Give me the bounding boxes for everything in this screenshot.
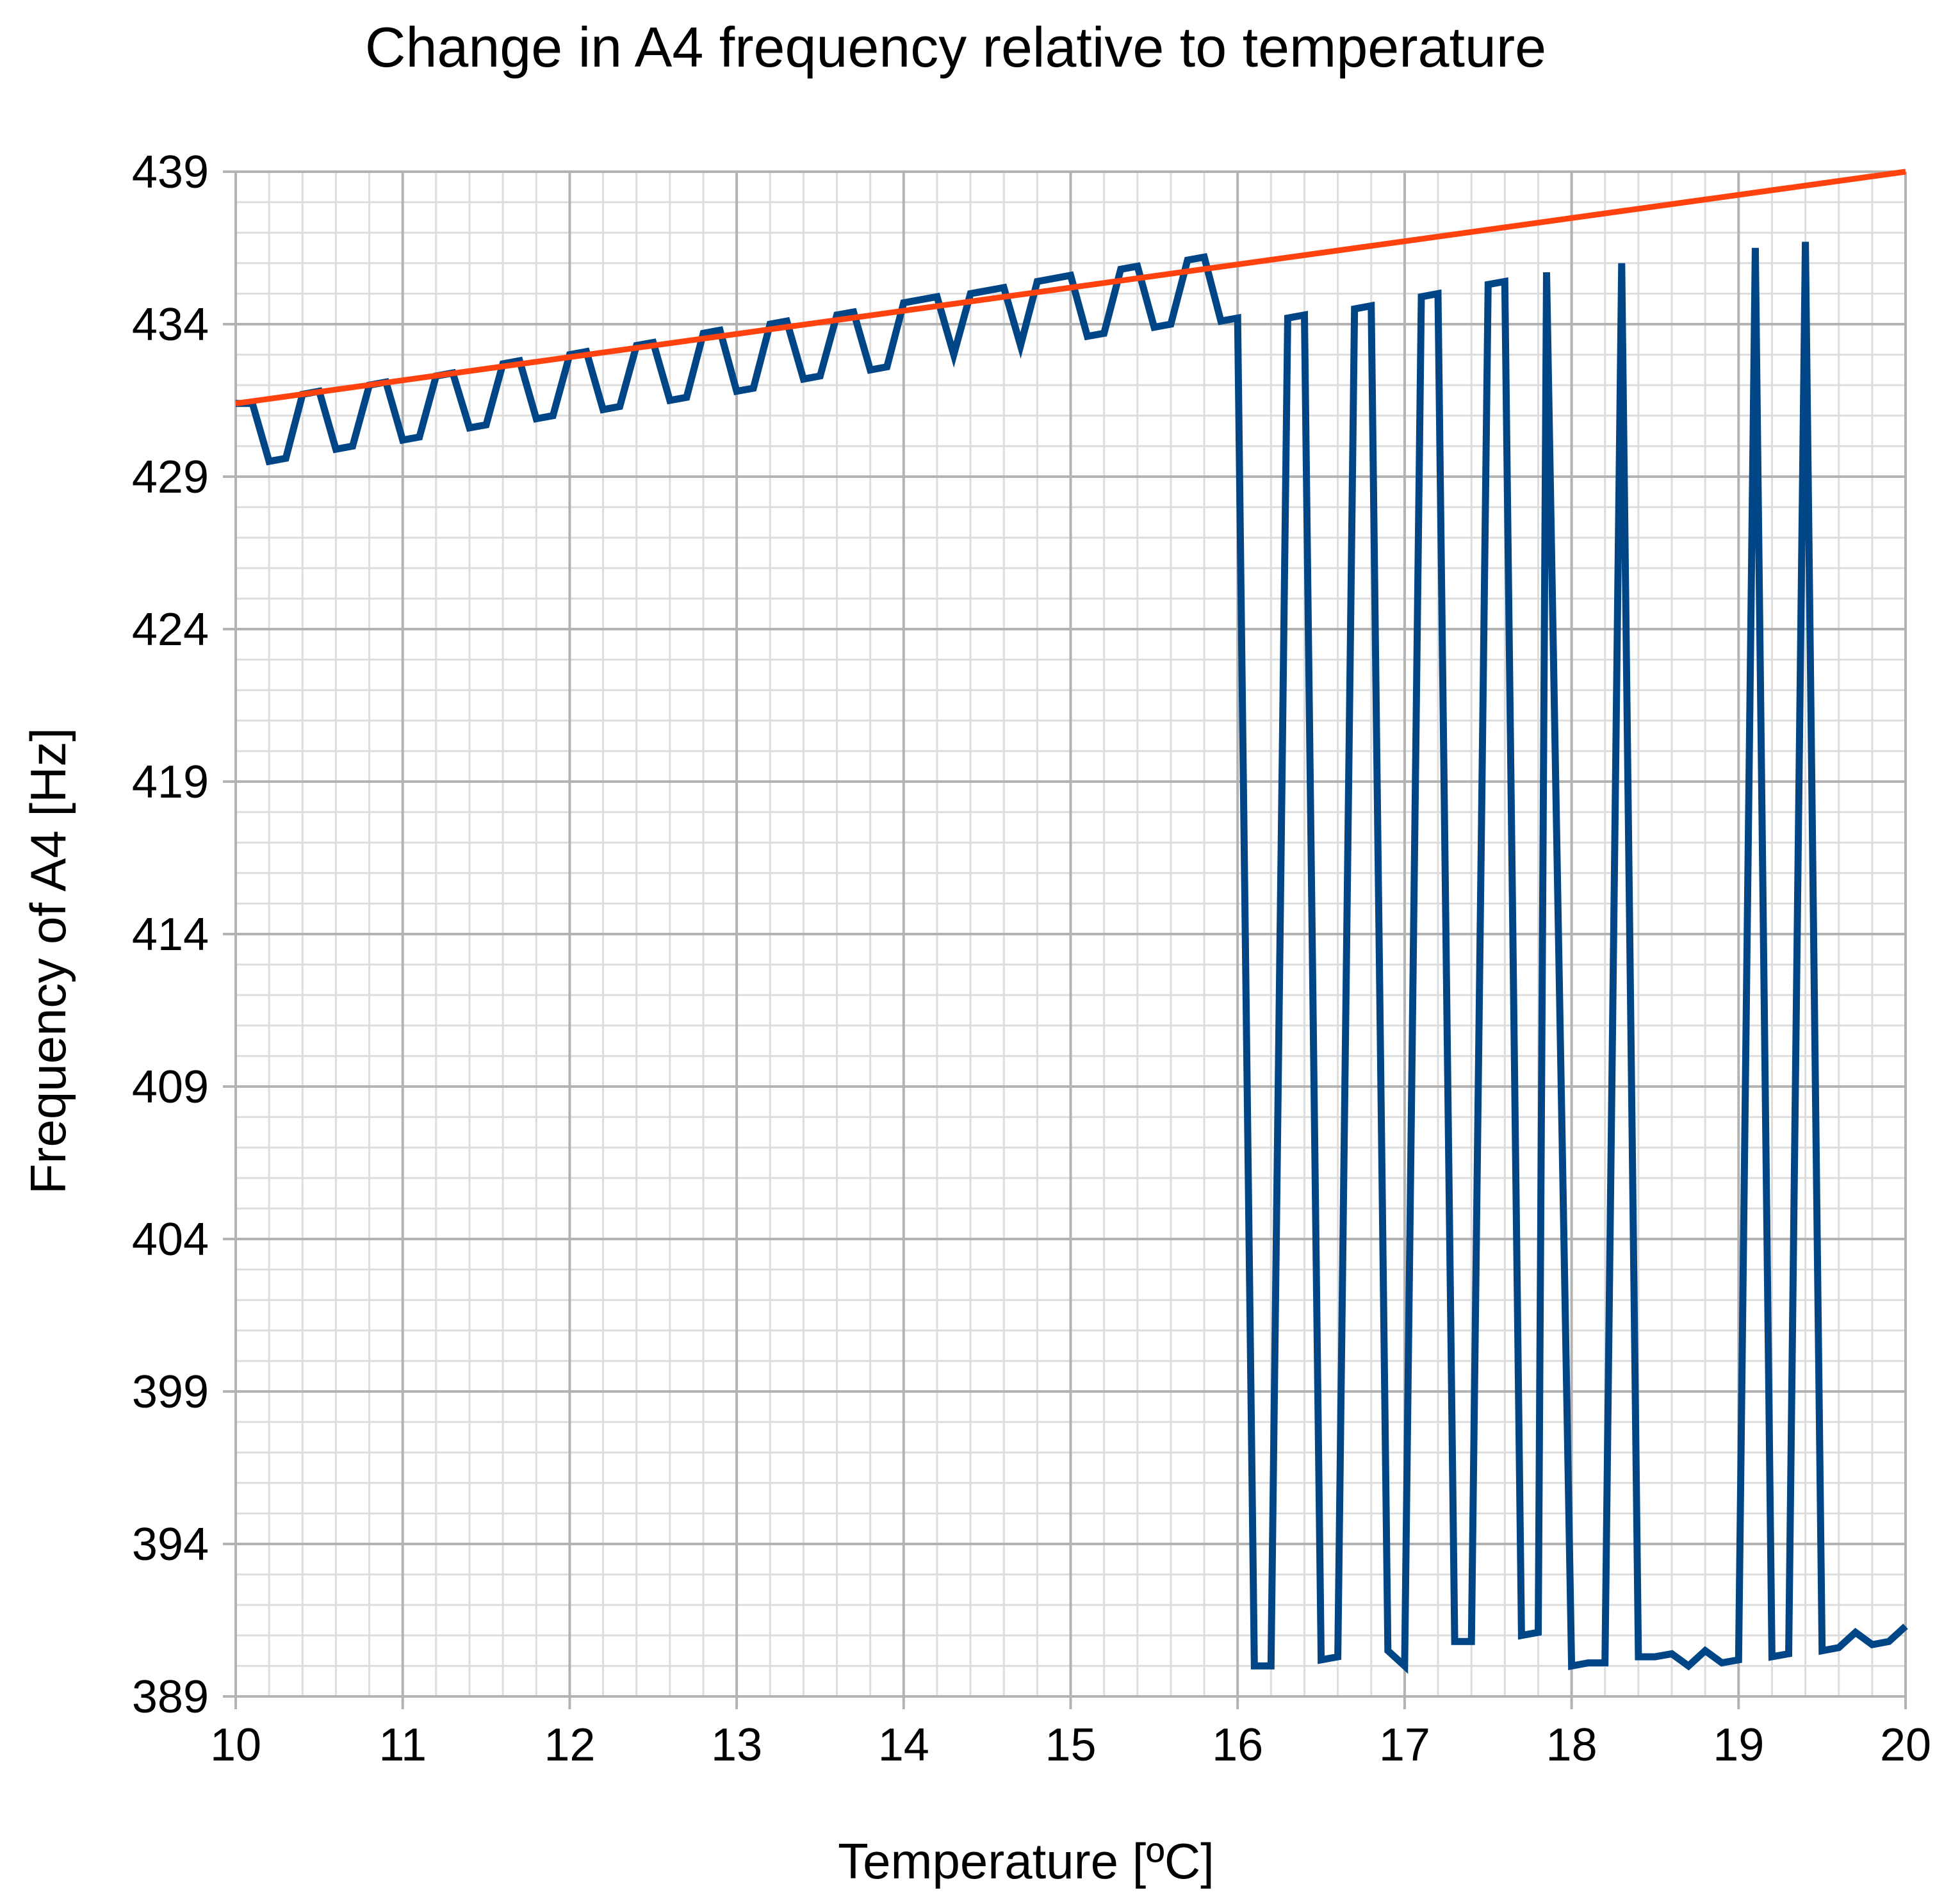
x-tick-label: 20 <box>1880 1719 1931 1771</box>
y-tick-label: 389 <box>132 1671 209 1723</box>
y-tick-label: 399 <box>132 1366 209 1418</box>
chart-title: Change in A4 frequency relative to tempe… <box>365 15 1546 79</box>
axes <box>223 170 1907 1709</box>
x-tick-label: 16 <box>1212 1719 1263 1771</box>
x-tick-label: 13 <box>711 1719 762 1771</box>
y-tick-label: 394 <box>132 1519 209 1570</box>
x-tick-label: 17 <box>1379 1719 1430 1771</box>
x-tick-label: 10 <box>210 1719 261 1771</box>
x-tick-label: 18 <box>1546 1719 1597 1771</box>
x-tick-label: 14 <box>878 1719 929 1771</box>
series-line-measured <box>236 242 1908 1674</box>
y-tick-label: 419 <box>132 757 209 808</box>
y-tick-label: 424 <box>132 604 209 655</box>
y-tick-label: 404 <box>132 1214 209 1265</box>
x-tick-label: 11 <box>379 1719 427 1771</box>
y-axis-title: Frequency of A4 [Hz] <box>20 728 76 1194</box>
y-tick-label: 414 <box>132 909 209 960</box>
x-tick-labels: 10 11 12 13 14 15 16 17 18 19 20 <box>210 1719 1931 1771</box>
x-tick-label: 12 <box>544 1719 595 1771</box>
y-tick-label: 439 <box>132 147 209 198</box>
y-tick-label: 429 <box>132 452 209 503</box>
y-tick-labels: 389 394 399 404 409 414 419 424 429 434 439 <box>132 147 209 1723</box>
y-tick-label: 409 <box>132 1062 209 1113</box>
x-tick-label: 15 <box>1045 1719 1096 1771</box>
x-tick-label: 19 <box>1713 1719 1764 1771</box>
series-line-trend <box>235 168 1906 407</box>
x-axis-title: Temperature [ºC] <box>838 1833 1214 1889</box>
y-tick-label: 434 <box>132 299 209 350</box>
series-layer <box>235 168 1908 1674</box>
